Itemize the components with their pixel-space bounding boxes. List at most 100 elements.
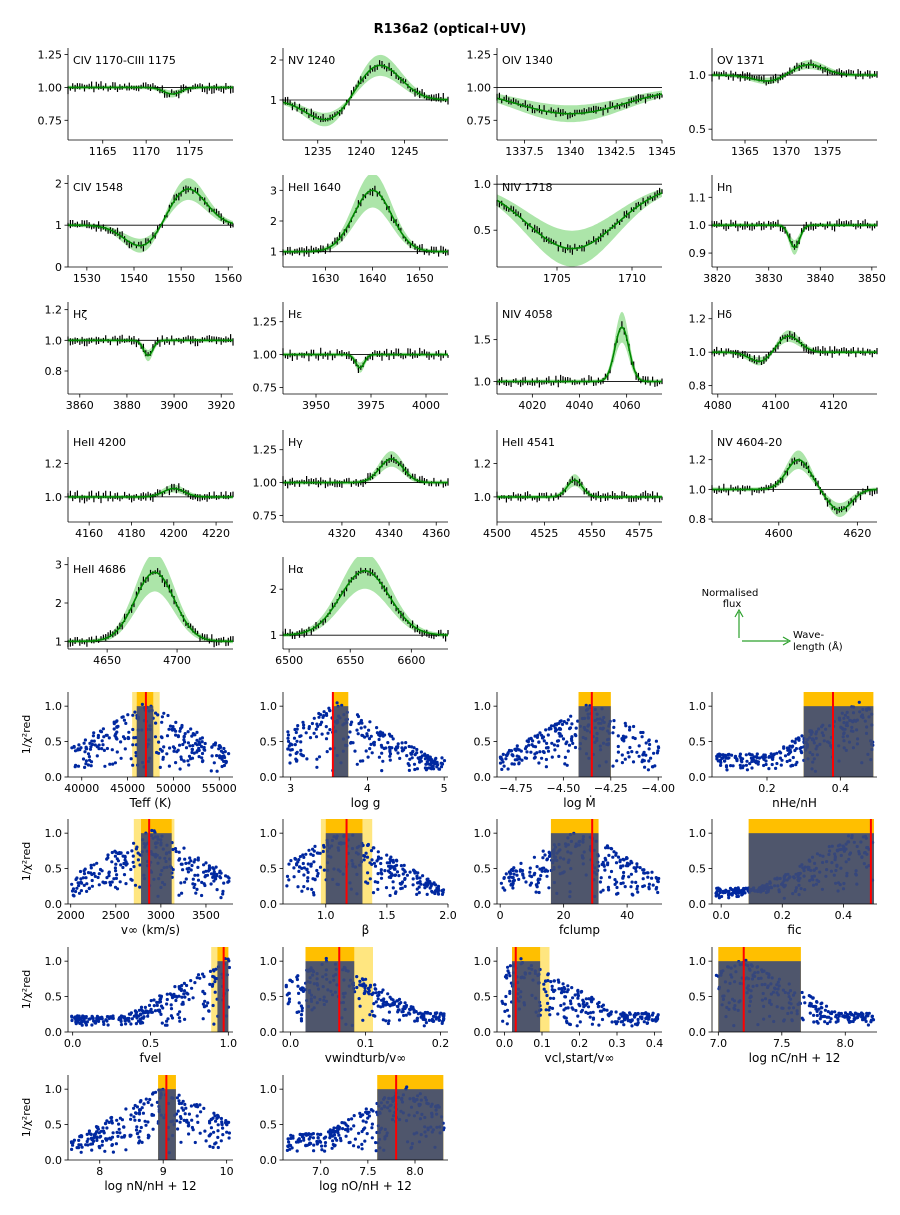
x-tick-label: 1175 [176, 145, 204, 158]
fit-point [440, 756, 444, 760]
fit-point [379, 856, 383, 860]
fit-point [89, 866, 93, 870]
x-tick-label: 7.5 [773, 1037, 791, 1050]
fit-point [511, 868, 515, 873]
fit-point [219, 876, 223, 880]
fit-point [104, 1137, 108, 1141]
fit-point [403, 877, 407, 882]
fit-point [429, 884, 433, 888]
fit-point [98, 1146, 102, 1150]
fit-point [333, 1143, 337, 1147]
fit-point [501, 1019, 505, 1023]
y-tick-label: 0.5 [260, 1119, 278, 1132]
fit-point [201, 759, 205, 763]
fit-point [150, 1103, 154, 1107]
fit-point [507, 1014, 511, 1018]
fit-point [78, 869, 83, 874]
fit-point [394, 890, 398, 894]
fit-point [651, 883, 655, 887]
fit-point [800, 1016, 804, 1020]
fit-point [591, 1017, 596, 1021]
fit-point [610, 1020, 614, 1024]
fit-point [180, 891, 184, 895]
fit-point [129, 1011, 133, 1015]
fit-point [544, 990, 548, 994]
fit-point [193, 1140, 197, 1145]
fit-point [84, 746, 88, 751]
fit-point [140, 702, 144, 707]
fit-point [740, 760, 744, 764]
fit-point [114, 720, 118, 724]
fit-point [437, 767, 442, 771]
fit-point [509, 882, 513, 886]
fit-point [368, 861, 372, 865]
legend-x-arrowhead [782, 636, 792, 646]
fit-point [615, 759, 619, 763]
fit-point [284, 983, 288, 988]
fit-point [113, 854, 117, 858]
fit-point [192, 733, 196, 737]
fit-point [215, 1113, 220, 1117]
fit-point [423, 752, 427, 756]
y-tick-label: 0.9 [689, 247, 707, 260]
fit-point [538, 867, 542, 871]
x-tick-label: 3975 [357, 399, 385, 412]
fit-point [104, 733, 108, 737]
fit-point [370, 1126, 374, 1130]
fit-point [857, 1012, 861, 1017]
fit-point [582, 1000, 586, 1004]
fit-point [174, 849, 178, 854]
fit-point [422, 1024, 426, 1028]
y-tick-label: 2 [270, 215, 277, 228]
converged-region [325, 833, 363, 904]
x-tick-label: 3000 [147, 909, 175, 922]
fit-point [374, 1141, 378, 1145]
fit-point [189, 1104, 193, 1108]
fit-point [298, 855, 302, 859]
fit-point [190, 1118, 194, 1122]
fit-point [301, 989, 305, 994]
model-uncertainty-band [283, 175, 448, 254]
fit-point [815, 1019, 819, 1024]
fit-point [172, 727, 176, 732]
fit-point [373, 880, 377, 884]
fit-point [772, 753, 776, 757]
fit-point [374, 1000, 378, 1004]
fit-point [358, 983, 362, 987]
model-uncertainty-band [712, 223, 877, 255]
fit-point [313, 844, 317, 849]
fit-point [107, 736, 111, 740]
fit-point [190, 750, 194, 755]
fit-point [186, 1121, 190, 1125]
fit-point [176, 734, 180, 738]
x-tick-label: 2500 [102, 909, 130, 922]
fit-point [645, 1021, 649, 1025]
fit-point [431, 764, 435, 768]
fit-point [540, 756, 544, 760]
fit-point [654, 739, 659, 743]
fit-point [295, 1149, 299, 1153]
fit-point [397, 874, 401, 878]
fit-point [550, 988, 554, 992]
fit-point [358, 1004, 362, 1008]
fit-point [621, 857, 625, 861]
fit-point [138, 853, 142, 857]
fit-point [170, 996, 175, 1000]
fit-point [508, 879, 512, 883]
y-tick-label: 0.8 [45, 365, 63, 378]
fit-point [529, 750, 533, 754]
fit-point [82, 872, 87, 876]
fit-point [376, 997, 380, 1001]
fit-point [211, 1145, 215, 1149]
y-tick-label: 1.2 [45, 457, 63, 470]
fit-point [568, 999, 573, 1003]
fit-point [187, 1112, 191, 1116]
fit-point [173, 746, 177, 750]
fit-point [423, 1010, 427, 1015]
fit-point [425, 877, 429, 881]
fit-point [637, 744, 641, 748]
